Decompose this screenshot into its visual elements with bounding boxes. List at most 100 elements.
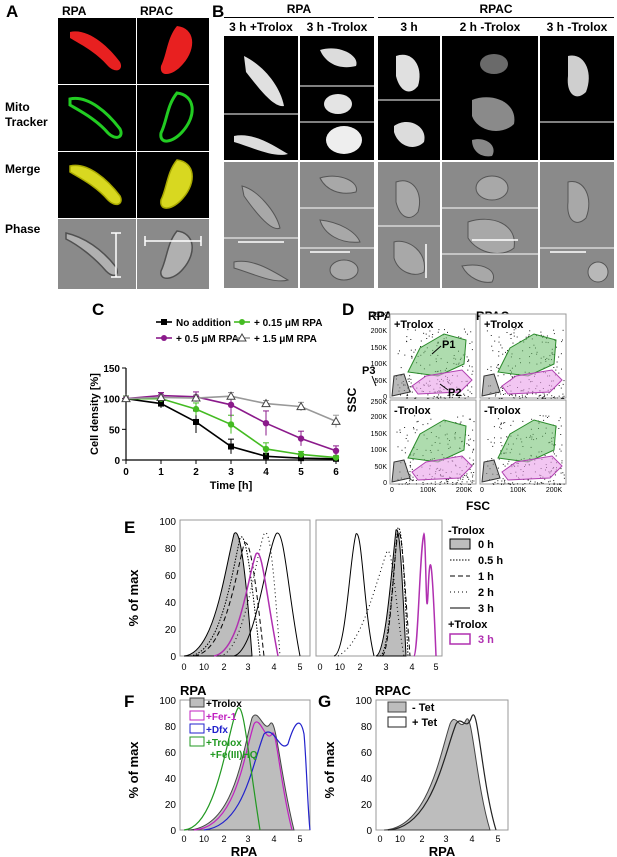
d-gate-p3-rpa-notrolox bbox=[391, 459, 411, 483]
d-event-dot bbox=[416, 483, 417, 485]
panel-b-col-5: 3 h -Trolox bbox=[546, 20, 608, 34]
d-event-dot bbox=[415, 397, 417, 399]
d-event-dot bbox=[408, 483, 410, 485]
d-event-dot bbox=[470, 331, 472, 333]
d-event-dot bbox=[554, 474, 556, 476]
d-event-dot bbox=[420, 346, 422, 347]
panel-b-rpa-bracket bbox=[224, 17, 374, 18]
panel-a-label: A bbox=[6, 2, 19, 21]
d-event-dot bbox=[449, 396, 451, 398]
d-event-dot bbox=[404, 354, 406, 356]
d-event-dot bbox=[426, 397, 428, 399]
d-event-dot bbox=[460, 421, 462, 423]
c-xtick-label-3: 3 bbox=[228, 467, 234, 478]
d-ytick-0: 0 bbox=[383, 394, 387, 401]
d-event-dot bbox=[444, 329, 445, 331]
g-ytick-100: 100 bbox=[355, 696, 372, 707]
e-legend-05h: 0.5 h bbox=[478, 555, 503, 567]
d-event-dot bbox=[414, 329, 416, 331]
c-ytick-label-0: 0 bbox=[114, 456, 120, 467]
d-event-dot bbox=[472, 474, 474, 476]
c-point-s3-3 bbox=[226, 391, 236, 400]
d-event-dot bbox=[504, 479, 506, 481]
d-event-dot bbox=[558, 385, 560, 386]
d-event-dot bbox=[540, 334, 542, 336]
d-event-dot bbox=[491, 345, 493, 347]
d-event-dot bbox=[560, 434, 562, 435]
d-event-dot bbox=[518, 396, 520, 398]
f-xtick-10: 10 bbox=[199, 834, 209, 844]
e-rpac-3h bbox=[333, 533, 375, 657]
d-event-dot bbox=[468, 484, 470, 485]
d-event-dot bbox=[500, 423, 502, 425]
e-xtick-5: 5 bbox=[297, 662, 302, 672]
g-xtick-0: 0 bbox=[377, 834, 382, 844]
b-rpa-notrolox-phase bbox=[300, 162, 374, 288]
d-event-dot bbox=[512, 482, 514, 484]
d-event-dot bbox=[553, 483, 555, 485]
d-event-dot bbox=[562, 329, 564, 331]
d-event-dot bbox=[535, 393, 537, 395]
d-event-dot bbox=[472, 463, 474, 465]
d-event-dot bbox=[464, 474, 466, 476]
d-event-dot bbox=[473, 463, 475, 465]
d-event-dot bbox=[464, 397, 466, 399]
d-event-dot bbox=[409, 478, 411, 480]
d-event-dot bbox=[501, 386, 503, 388]
d-event-dot bbox=[534, 481, 536, 483]
f-legend-trolox-fe: +Trolox bbox=[206, 738, 242, 749]
d-event-dot bbox=[547, 417, 548, 418]
f-xtick-3: 3 bbox=[245, 834, 250, 844]
d-event-dot bbox=[410, 475, 412, 477]
d-event-dot bbox=[455, 482, 457, 484]
d-event-dot bbox=[539, 415, 541, 416]
d-event-dot bbox=[472, 449, 474, 451]
c-point-s0-3 bbox=[228, 443, 234, 450]
c-point-s3-5 bbox=[296, 401, 306, 411]
c-ylabel: Cell density [%] bbox=[89, 373, 101, 455]
d-event-dot bbox=[563, 477, 565, 479]
d-event-dot bbox=[507, 463, 509, 465]
d-event-dot bbox=[515, 394, 517, 396]
d-event-dot bbox=[542, 482, 544, 484]
d-event-dot bbox=[499, 426, 501, 428]
d-event-dot bbox=[471, 366, 473, 368]
d-event-dot bbox=[468, 418, 470, 420]
d-event-dot bbox=[503, 483, 505, 485]
b-rpac-2h-phase bbox=[442, 162, 538, 288]
d-event-dot bbox=[471, 373, 473, 375]
d-event-dot bbox=[434, 483, 436, 485]
c-point-s2-5 bbox=[297, 435, 305, 442]
panel-b-label: B bbox=[212, 2, 225, 21]
d-event-dot bbox=[468, 434, 470, 436]
c-ytick-label-2: 100 bbox=[103, 395, 120, 406]
d-event-dot bbox=[510, 338, 512, 339]
d-event-dot bbox=[412, 480, 414, 482]
d-event-dot bbox=[427, 394, 429, 396]
d-event-dot bbox=[553, 367, 555, 368]
c-point-s3-0 bbox=[121, 393, 131, 403]
d-event-dot bbox=[468, 444, 470, 446]
d-ylabel: SSC bbox=[345, 387, 359, 412]
g-ylabel: % of max bbox=[322, 741, 337, 799]
d-event-dot bbox=[399, 429, 401, 431]
d-event-dot bbox=[501, 347, 503, 349]
d-event-dot bbox=[500, 344, 502, 346]
d-event-dot bbox=[439, 484, 441, 485]
d-event-dot bbox=[446, 480, 448, 482]
d-ytick-150k-b: 150K bbox=[371, 431, 388, 438]
d-event-dot bbox=[510, 424, 512, 426]
d-event-dot bbox=[504, 465, 506, 467]
e-ytick-40: 40 bbox=[165, 598, 177, 609]
e-legend-swatch-0h bbox=[449, 538, 471, 550]
d-event-dot bbox=[544, 395, 545, 397]
d-event-dot bbox=[492, 483, 494, 485]
d-event-dot bbox=[561, 444, 563, 446]
d-event-dot bbox=[502, 463, 504, 465]
d-event-dot bbox=[553, 396, 555, 398]
e-rpa-trolox-3h bbox=[213, 552, 279, 657]
d-event-dot bbox=[406, 394, 408, 396]
d-event-dot bbox=[469, 438, 471, 440]
d-event-dot bbox=[473, 472, 475, 473]
d-event-dot bbox=[562, 396, 564, 398]
